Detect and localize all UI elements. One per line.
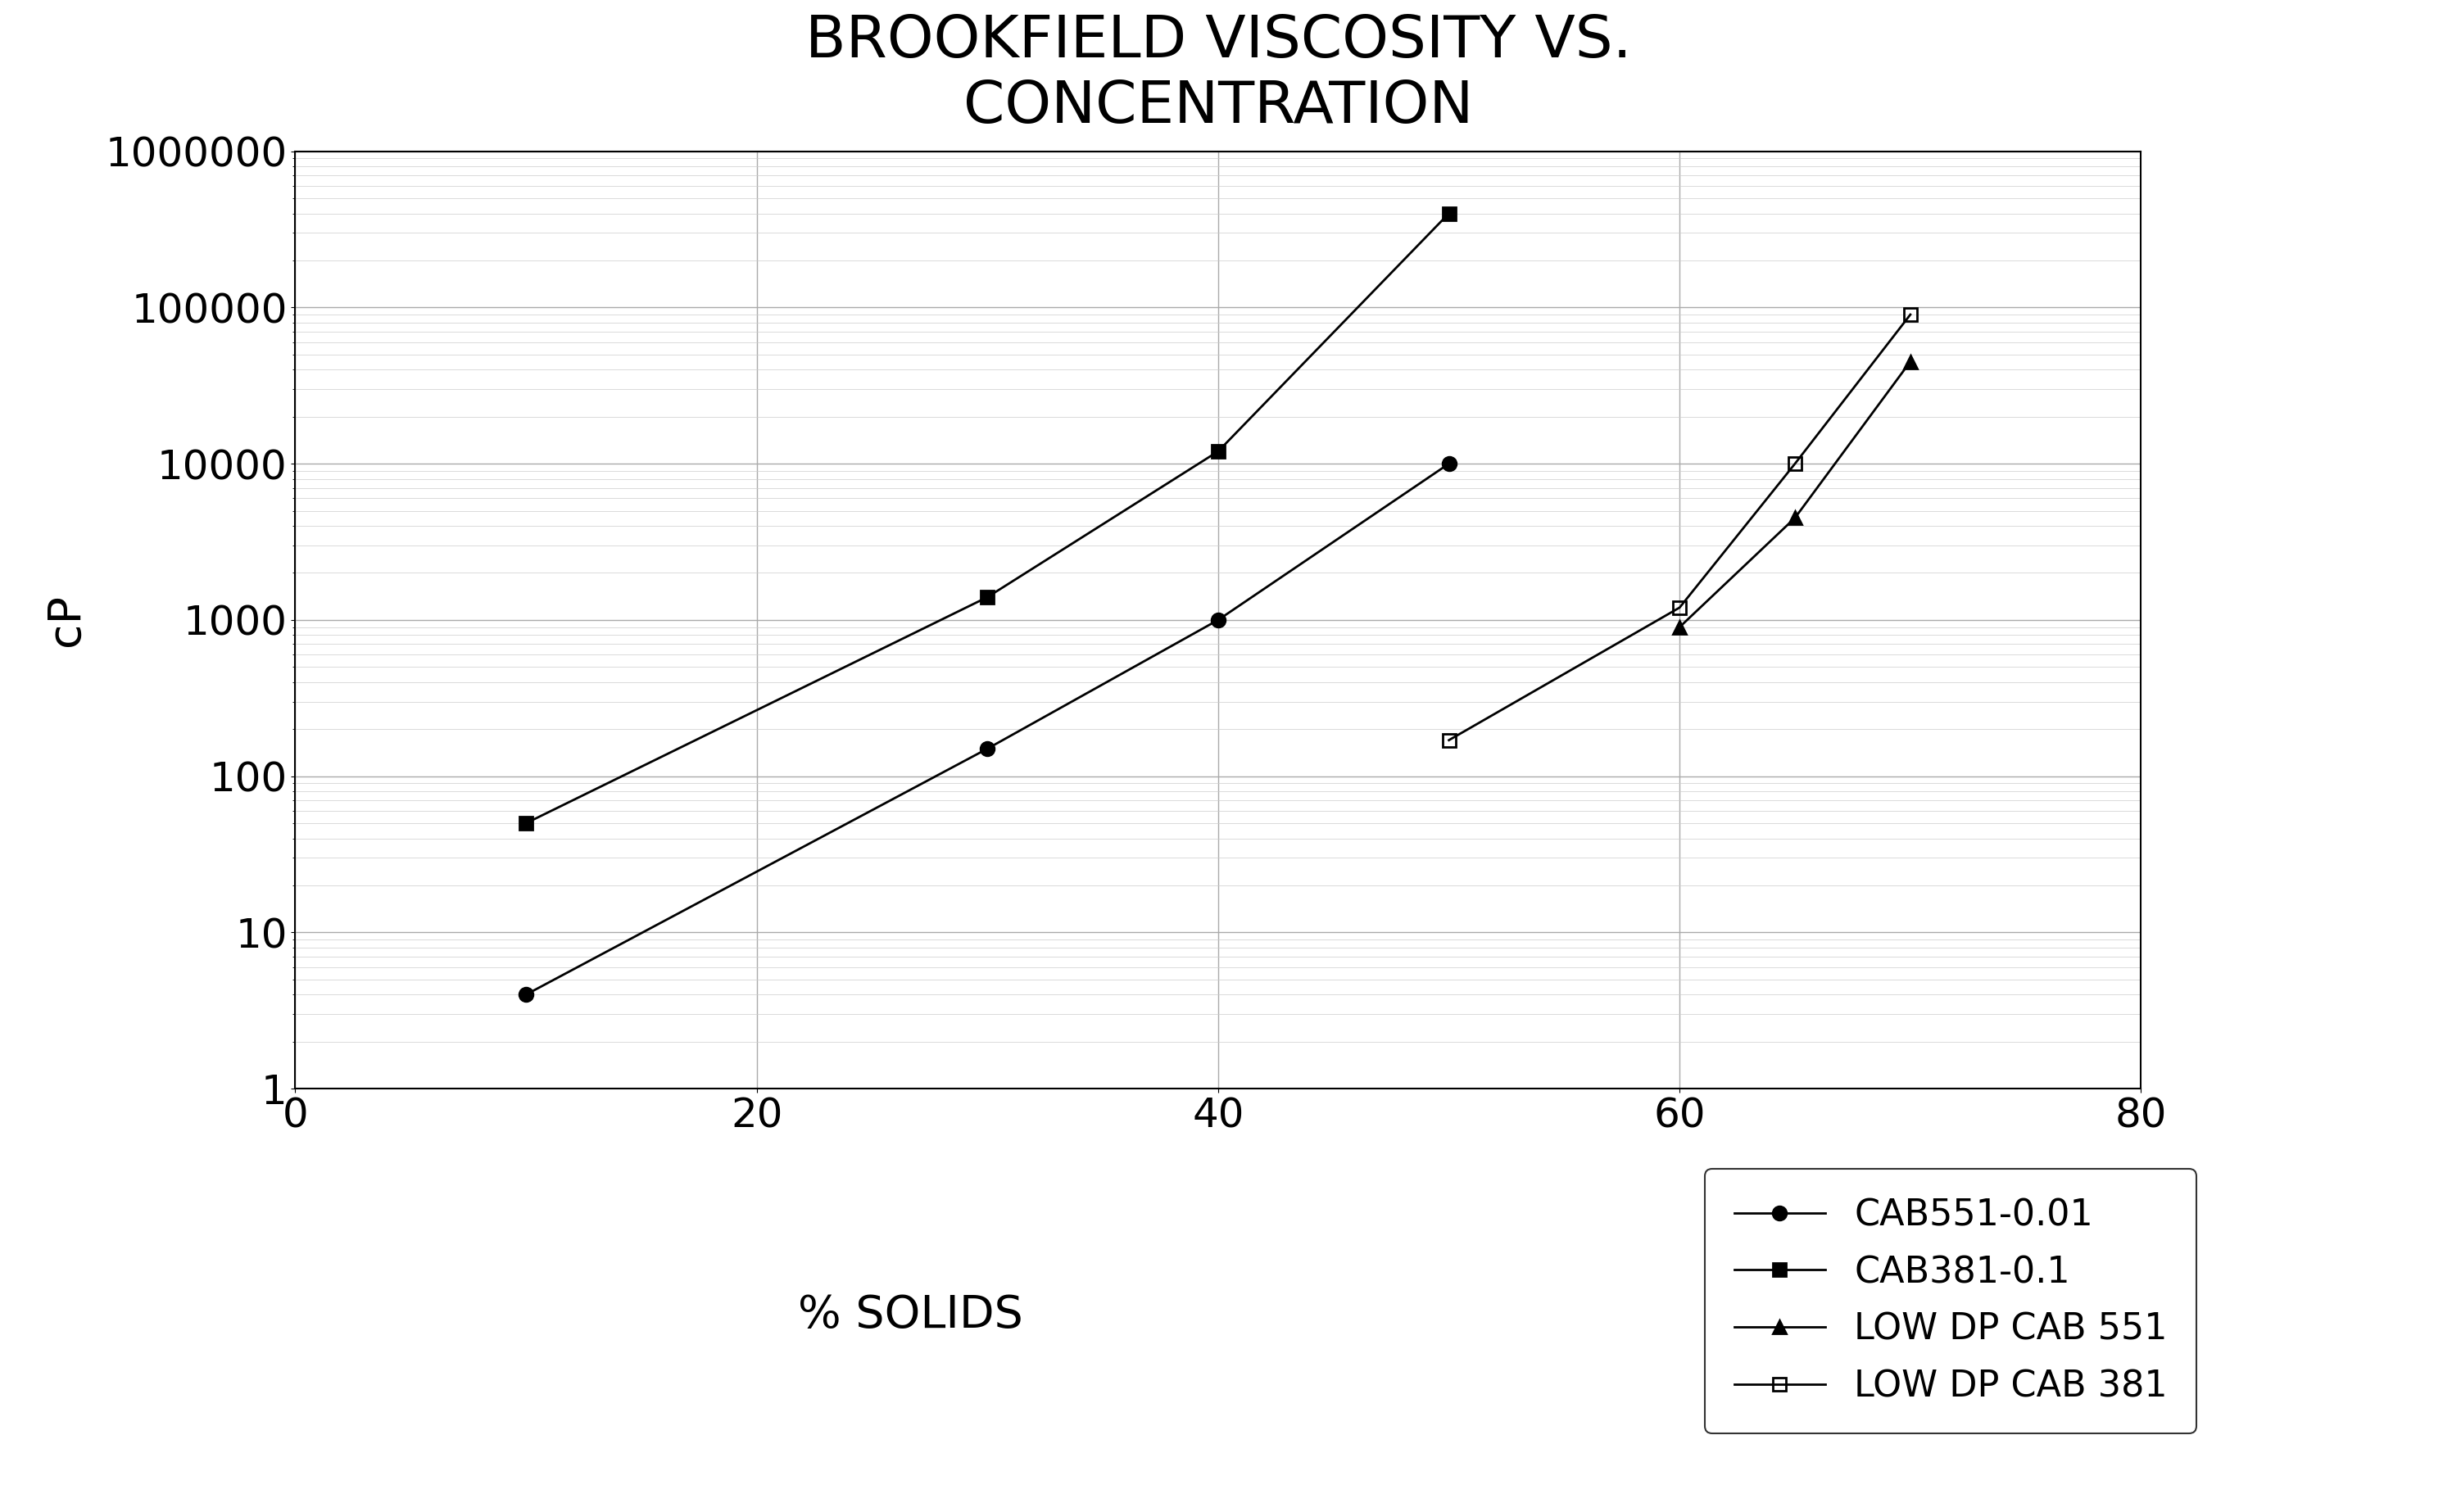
LOW DP CAB 551 [1895,352,1925,370]
Line: CAB551-0.01: CAB551-0.01 [519,457,1457,1001]
LOW DP CAB 551 [1666,618,1696,637]
CAB551-0.01 [1203,611,1233,629]
Legend: CAB551-0.01, CAB381-0.1, LOW DP CAB 551, LOW DP CAB 381: CAB551-0.01, CAB381-0.1, LOW DP CAB 551,… [1705,1169,2198,1433]
LOW DP CAB 381 [1666,599,1696,617]
CAB551-0.01 [972,739,1002,758]
LOW DP CAB 381 [1779,455,1809,473]
CAB381-0.1 [512,813,541,832]
CAB381-0.1 [1203,442,1233,460]
CAB551-0.01 [1435,455,1464,473]
Line: LOW DP CAB 381: LOW DP CAB 381 [1442,308,1917,747]
Title: BROOKFIELD VISCOSITY VS.
CONCENTRATION: BROOKFIELD VISCOSITY VS. CONCENTRATION [805,14,1632,135]
CAB381-0.1 [1435,204,1464,222]
LOW DP CAB 551 [1779,510,1809,528]
CAB551-0.01 [512,986,541,1004]
Text: % SOLIDS: % SOLIDS [797,1293,1024,1338]
Line: LOW DP CAB 551: LOW DP CAB 551 [1673,355,1917,634]
CAB381-0.1 [972,588,1002,606]
LOW DP CAB 381 [1435,732,1464,750]
LOW DP CAB 381 [1895,305,1925,324]
Line: CAB381-0.1: CAB381-0.1 [519,207,1457,830]
Y-axis label: cP: cP [44,594,89,646]
